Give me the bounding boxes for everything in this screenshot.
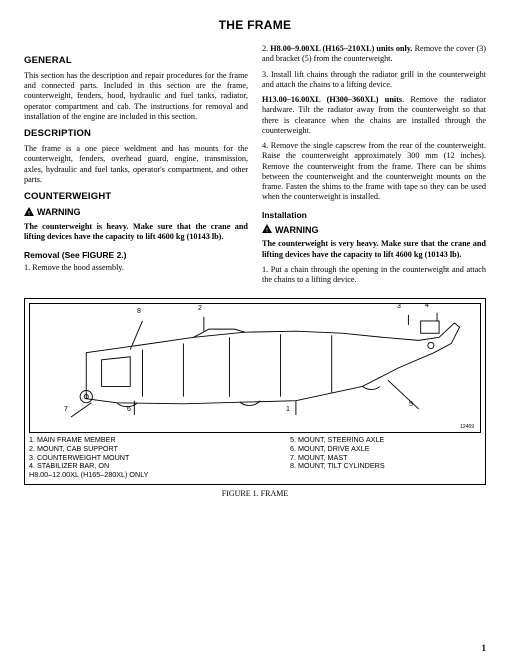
- left-column: GENERAL This section has the description…: [24, 49, 248, 290]
- para-removal-1: 1. Remove the hood assembly.: [24, 263, 248, 273]
- para-warn1: The counterweight is heavy. Make sure th…: [24, 222, 248, 243]
- frame-svg: [30, 304, 480, 432]
- para-r4: 4. Remove the single capscrew from the r…: [262, 141, 486, 203]
- warning-label-2: ! WARNING: [262, 224, 486, 236]
- page-number: 1: [482, 643, 487, 654]
- callout-2: 2: [198, 305, 202, 314]
- para-general: This section has the description and rep…: [24, 71, 248, 122]
- svg-text:!: !: [28, 211, 30, 216]
- figure-1-box: 7 6 8 2 1 3 4 5 12469 1. MAIN FRAME MEMB…: [24, 298, 486, 484]
- warning-icon: !: [24, 207, 34, 219]
- callout-7: 7: [64, 406, 68, 415]
- heading-description: DESCRIPTION: [24, 128, 248, 140]
- svg-text:!: !: [266, 228, 268, 233]
- page: THE FRAME GENERAL This section has the d…: [0, 0, 510, 660]
- doc-title: THE FRAME: [24, 18, 486, 33]
- para-description: The frame is a one piece weldment and ha…: [24, 144, 248, 185]
- two-column-body: GENERAL This section has the description…: [24, 49, 486, 290]
- callout-5: 5: [409, 401, 413, 410]
- heading-removal: Removal (See FIGURE 2.): [24, 250, 248, 261]
- warning-icon: !: [262, 224, 272, 236]
- legend-left: 1. MAIN FRAME MEMBER 2. MOUNT, CAB SUPPO…: [29, 436, 220, 479]
- heading-counterweight: COUNTERWEIGHT: [24, 191, 248, 203]
- warning-text: WARNING: [37, 207, 81, 218]
- legend-right: 5. MOUNT, STEERING AXLE 6. MOUNT, DRIVE …: [220, 436, 481, 479]
- callout-4: 4: [425, 303, 429, 311]
- figure-caption: FIGURE 1. FRAME: [24, 489, 486, 499]
- callout-1: 1: [286, 406, 290, 415]
- para-inst1: 1. Put a chain through the opening in th…: [262, 265, 486, 286]
- heading-installation: Installation: [262, 210, 486, 221]
- legend-r4: 8. MOUNT, TILT CYLINDERS: [290, 462, 481, 471]
- para-h13: H13.00–16.00XL (H300–360XL) units. Remov…: [262, 95, 486, 136]
- callout-8: 8: [137, 308, 141, 317]
- callout-3: 3: [397, 303, 401, 312]
- para-r2b: 2. H8.00–9.00XL (H165–210XL) units only.…: [262, 44, 486, 65]
- right-column: 2. 2. H8.00–9.00XL (H165–210XL) units on…: [262, 49, 486, 290]
- warning-label-1: ! WARNING: [24, 207, 248, 219]
- figure-1-drawing: 7 6 8 2 1 3 4 5 12469: [29, 303, 481, 433]
- warning-text: WARNING: [275, 225, 319, 236]
- figure-ref-number: 12469: [460, 424, 474, 430]
- para-r3: 3. Install lift chains through the radia…: [262, 70, 486, 91]
- callout-6: 6: [127, 406, 131, 415]
- figure-legend: 1. MAIN FRAME MEMBER 2. MOUNT, CAB SUPPO…: [29, 436, 481, 479]
- heading-general: GENERAL: [24, 55, 248, 67]
- legend-l5: H8.00–12.00XL (H165–280XL) ONLY: [29, 471, 220, 480]
- para-warn2: The counterweight is very heavy. Make su…: [262, 239, 486, 260]
